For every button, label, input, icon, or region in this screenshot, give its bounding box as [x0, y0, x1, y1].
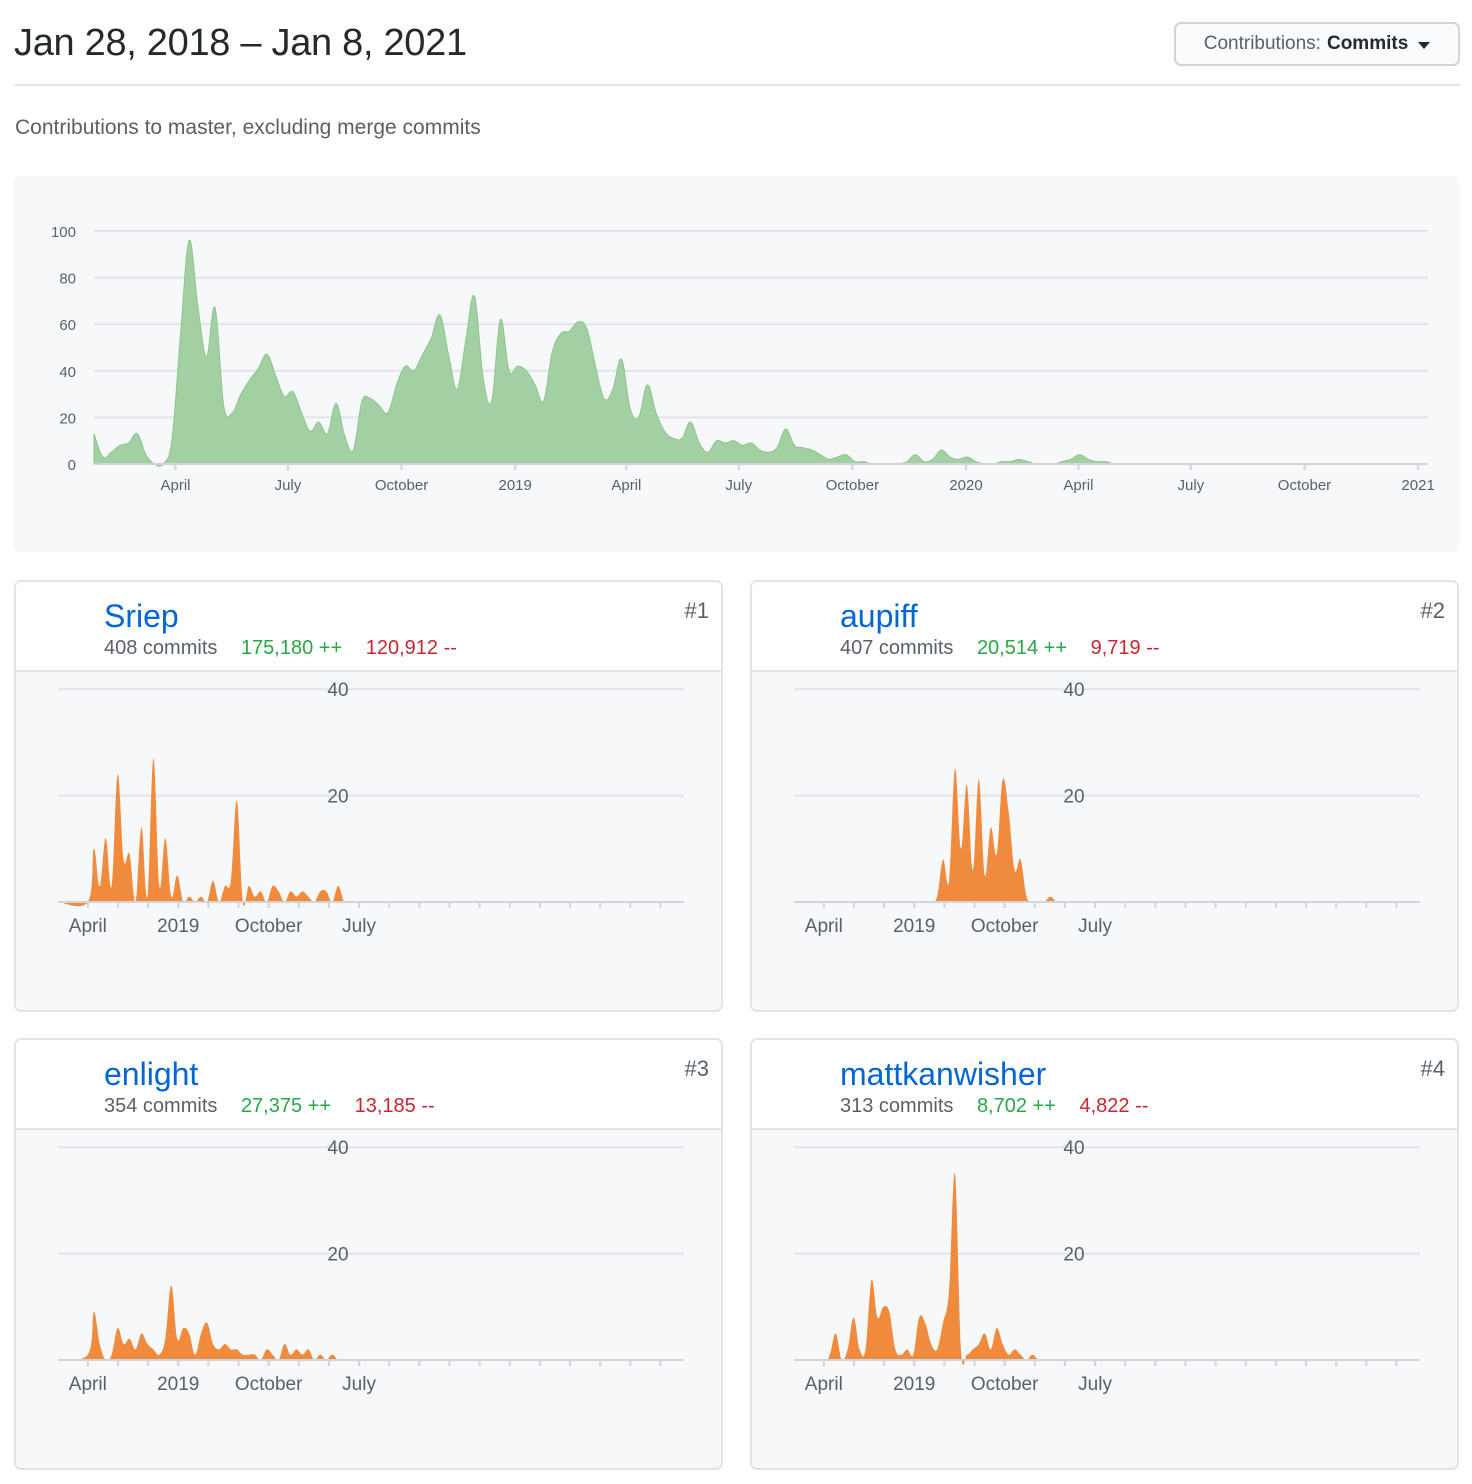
x-tick-label: October — [971, 916, 1039, 937]
contributor-rank: #3 — [684, 1056, 709, 1081]
x-tick-label: July — [1178, 477, 1205, 494]
y-tick-label: 80 — [59, 271, 76, 288]
x-tick-label: April — [611, 477, 641, 494]
main-commits-chart: 0 20 40 60 80 100 April July October 2019 April Jul… — [14, 176, 1460, 552]
page-subtitle: Contributions to master, excluding merge… — [15, 116, 481, 139]
contributor-card-header: Sriep 408 commits 175,180 ++ 120,912 -- … — [16, 582, 721, 672]
deletions-count: 4,822 -- — [1079, 1095, 1149, 1117]
x-tick-label: 2020 — [949, 477, 982, 494]
x-tick-label: October — [971, 1374, 1039, 1395]
y-tick-label: 20 — [327, 787, 348, 808]
main-chart-svg: 0 20 40 60 80 100 April July October 2019 April Jul… — [51, 224, 1435, 494]
x-tick-label: April — [1063, 477, 1093, 494]
additions-count: 8,702 ++ — [976, 1095, 1056, 1117]
filter-value: Commits — [1326, 33, 1409, 54]
avatar[interactable] — [766, 596, 828, 658]
y-tick-label: 40 — [327, 1138, 348, 1159]
x-tick-label: 2019 — [157, 1374, 199, 1395]
additions-count: 175,180 ++ — [240, 637, 343, 659]
contributor-name-link[interactable]: enlight — [104, 1056, 199, 1092]
contributor-stats: 313 commits 8,702 ++ 4,822 -- — [840, 1095, 1148, 1118]
contributor-card: Sriep 408 commits 175,180 ++ 120,912 -- … — [14, 580, 723, 1012]
caret-down-icon — [1418, 41, 1431, 49]
x-tick-label: October — [826, 477, 879, 494]
contributor-card-header: mattkanwisher 313 commits 8,702 ++ 4,822… — [752, 1040, 1457, 1130]
x-tick-label: 2019 — [893, 916, 935, 937]
contributor-rank: #1 — [684, 598, 709, 623]
x-tick-label: October — [235, 1374, 303, 1395]
series-area — [58, 1285, 684, 1361]
avatar[interactable] — [766, 1054, 828, 1116]
contributor-card-header: enlight 354 commits 27,375 ++ 13,185 -- … — [16, 1040, 721, 1130]
series-area — [794, 1173, 1420, 1366]
y-tick-label: 40 — [59, 364, 76, 381]
y-tick-label: 20 — [1063, 787, 1084, 808]
x-tick-label: April — [69, 916, 107, 937]
x-tick-label: July — [1078, 916, 1112, 937]
y-tick-label: 100 — [51, 224, 76, 241]
x-tick-label: July — [275, 477, 302, 494]
x-tick-label: 2019 — [893, 1374, 935, 1395]
y-tick-label: 0 — [68, 457, 76, 474]
x-tick-label: 2021 — [1401, 477, 1434, 494]
contributor-card: enlight 354 commits 27,375 ++ 13,185 -- … — [14, 1038, 723, 1470]
y-tick-label: 40 — [1063, 1138, 1084, 1159]
contributor-stats: 407 commits 20,514 ++ 9,719 -- — [840, 637, 1160, 660]
commit-count: 354 commits — [104, 1095, 218, 1117]
y-tick-label: 40 — [1063, 680, 1084, 701]
contributor-chart-svg: 20 40 April 2019 October July — [58, 1138, 684, 1395]
contributor-chart-svg: 20 40 April 2019 October July — [794, 1138, 1420, 1395]
page-header: Jan 28, 2018 – Jan 8, 2021 Contributions… — [14, 0, 1460, 86]
x-tick-label: October — [1278, 477, 1331, 494]
contributor-chart-svg: 20 40 April 2019 October July — [58, 680, 684, 937]
avatar[interactable] — [30, 1054, 92, 1116]
x-tick-label: July — [342, 1374, 376, 1395]
series-area — [58, 758, 684, 907]
x-tick-label: 2019 — [499, 477, 532, 494]
contributions-filter-dropdown[interactable]: Contributions: Commits — [1174, 22, 1460, 66]
y-tick-label: 40 — [327, 680, 348, 701]
commit-count: 408 commits — [104, 637, 218, 659]
contributor-name-link[interactable]: aupiff — [840, 598, 918, 634]
commit-count: 407 commits — [840, 637, 954, 659]
deletions-count: 9,719 -- — [1090, 637, 1160, 659]
y-tick-label: 20 — [59, 410, 76, 427]
series-area — [93, 239, 1426, 467]
avatar[interactable] — [30, 596, 92, 658]
series-area — [794, 768, 1420, 903]
y-tick-label: 20 — [327, 1245, 348, 1266]
contributor-name-link[interactable]: Sriep — [104, 598, 179, 634]
filter-prefix: Contributions: — [1203, 33, 1321, 54]
x-tick-label: October — [235, 916, 303, 937]
x-tick-label: April — [805, 1374, 843, 1395]
x-tick-label: July — [342, 916, 376, 937]
contributor-card: mattkanwisher 313 commits 8,702 ++ 4,822… — [750, 1038, 1459, 1470]
contributor-rank: #4 — [1420, 1056, 1445, 1081]
deletions-count: 13,185 -- — [354, 1095, 435, 1117]
deletions-count: 120,912 -- — [365, 637, 457, 659]
contributor-stats: 354 commits 27,375 ++ 13,185 -- — [104, 1095, 435, 1118]
commit-count: 313 commits — [840, 1095, 954, 1117]
x-tick-label: April — [805, 916, 843, 937]
additions-count: 27,375 ++ — [240, 1095, 332, 1117]
contributor-chart-svg: 20 40 April 2019 October July — [794, 680, 1420, 937]
x-tick-label: July — [725, 477, 752, 494]
contributor-rank: #2 — [1420, 598, 1445, 623]
additions-count: 20,514 ++ — [976, 637, 1068, 659]
x-tick-label: April — [161, 477, 191, 494]
x-tick-label: 2019 — [157, 916, 199, 937]
contributor-stats: 408 commits 175,180 ++ 120,912 -- — [104, 637, 457, 660]
contributor-card-header: aupiff 407 commits 20,514 ++ 9,719 -- #2 — [752, 582, 1457, 672]
contributor-name-link[interactable]: mattkanwisher — [840, 1056, 1047, 1092]
x-tick-label: July — [1078, 1374, 1112, 1395]
contributor-card: aupiff 407 commits 20,514 ++ 9,719 -- #2… — [750, 580, 1459, 1012]
date-range-title: Jan 28, 2018 – Jan 8, 2021 — [14, 22, 467, 64]
y-tick-label: 60 — [59, 317, 76, 334]
y-tick-label: 20 — [1063, 1245, 1084, 1266]
x-tick-label: October — [375, 477, 428, 494]
x-tick-label: April — [69, 1374, 107, 1395]
